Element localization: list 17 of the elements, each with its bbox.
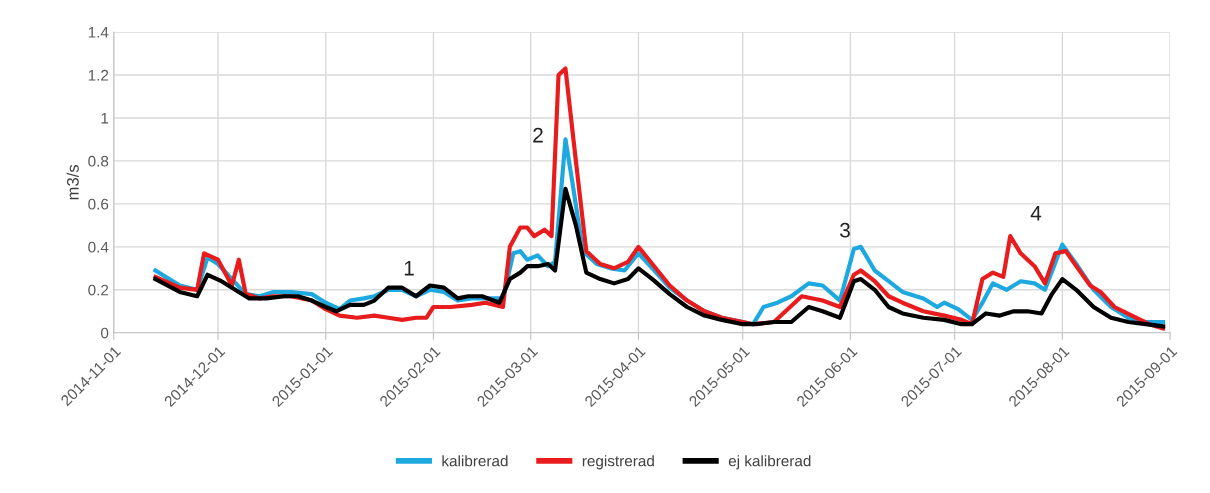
y-tick-label: 1 (101, 112, 109, 124)
annotation: 1 (404, 261, 414, 276)
y-tick-label: 0.6 (88, 198, 109, 210)
y-tick-label: 0.2 (88, 284, 109, 296)
y-tick-label: 0.8 (88, 155, 109, 167)
line-series (153, 186, 1166, 329)
legend-label: registrerad (582, 455, 654, 470)
legend-label: ej kalibrerad (728, 455, 811, 470)
legend-label: kalibrerad (442, 455, 508, 467)
y-axis-title: m3/s (66, 164, 79, 200)
annotation: 4 (1030, 206, 1042, 221)
y-tick-label: 0 (100, 327, 109, 339)
annotation: 2 (533, 127, 543, 143)
y-tick-label: 1.4 (88, 27, 109, 38)
y-tick-label: 0.4 (88, 241, 109, 253)
annotation: 3 (840, 222, 850, 238)
y-tick-label: 1.2 (88, 69, 109, 81)
